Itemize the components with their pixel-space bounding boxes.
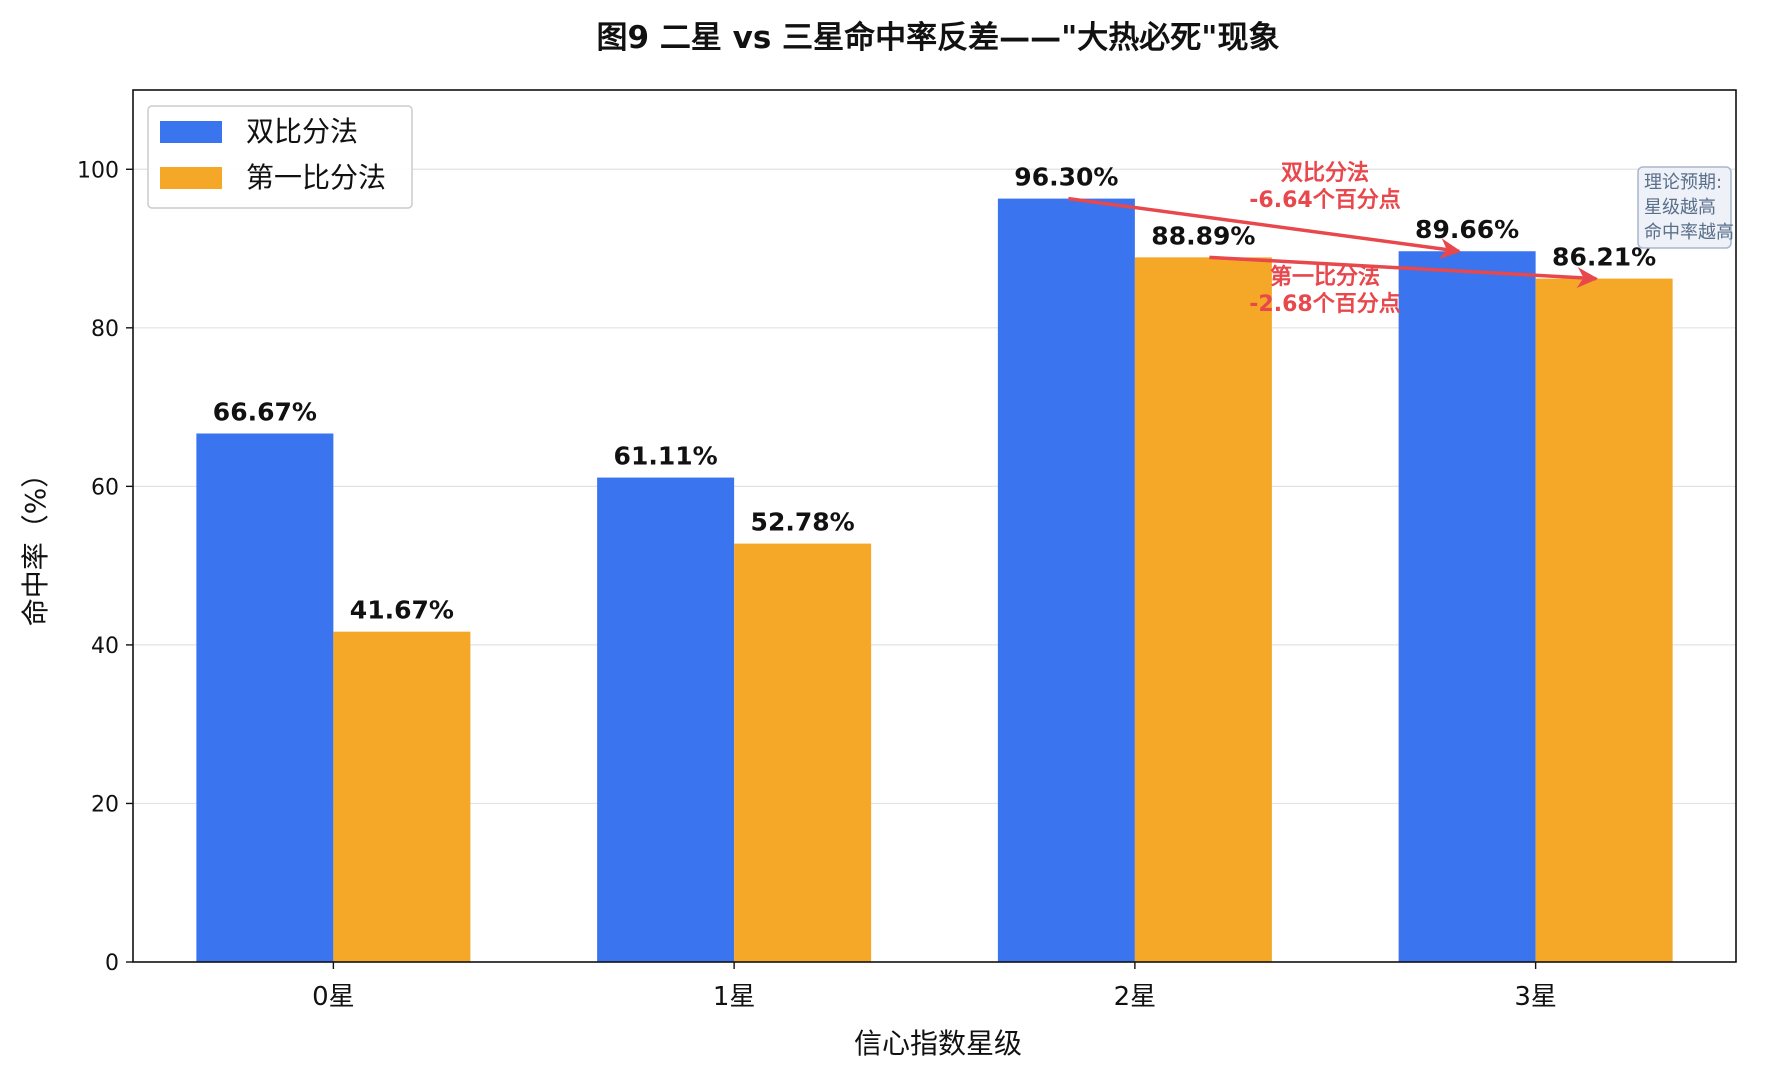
legend-label-first: 第一比分法 xyxy=(246,161,386,194)
bars xyxy=(196,198,1673,962)
note-box-frame xyxy=(1637,166,1732,249)
annotation-arrow xyxy=(1209,255,1599,289)
bar xyxy=(1134,257,1272,962)
x-tick-label: 1星 xyxy=(713,982,756,1012)
annotation-label: 第一比分法 xyxy=(1270,264,1380,290)
bar-data-label: 86.21% xyxy=(1552,243,1656,272)
bar-data-label: 89.66% xyxy=(1415,215,1519,244)
legend-label-double: 双比分法 xyxy=(246,115,358,148)
x-axis: 0星 1星 2星 3星 xyxy=(312,962,1557,1012)
x-tick-label: 2星 xyxy=(1114,982,1157,1012)
annotation-delta: -6.64个百分点 xyxy=(1249,187,1400,213)
x-tick-label: 3星 xyxy=(1514,982,1557,1012)
bar xyxy=(1535,278,1673,962)
annotation-delta: -2.68个百分点 xyxy=(1249,291,1400,317)
note-box: 理论预期: 星级越高 命中率越高 xyxy=(1637,166,1734,249)
bar-data-label: 88.89% xyxy=(1151,221,1255,250)
y-tick-label: 80 xyxy=(91,317,119,342)
plot-frame xyxy=(132,89,1737,963)
note-line-3: 命中率越高 xyxy=(1644,222,1734,243)
x-axis-label: 信心指数星级 xyxy=(854,1027,1022,1060)
bar-data-label: 96.30% xyxy=(1014,163,1118,192)
y-tick-label: 20 xyxy=(91,792,119,817)
note-line-1: 理论预期: xyxy=(1644,172,1722,193)
bar xyxy=(196,433,334,962)
x-tick-label: 0星 xyxy=(312,982,355,1012)
y-axis: 0 20 40 60 80 100 xyxy=(77,158,133,976)
bar-data-label: 61.11% xyxy=(614,442,718,471)
y-axis-label: 命中率（%） xyxy=(19,460,52,627)
y-tick-label: 100 xyxy=(77,158,119,183)
bar xyxy=(333,631,471,962)
note-line-2: 星级越高 xyxy=(1644,197,1716,218)
legend-swatch-double xyxy=(160,121,222,143)
legend-swatch-first xyxy=(160,167,222,189)
chart-title: 图9 二星 vs 三星命中率反差——"大热必死"现象 xyxy=(597,20,1280,56)
bar-data-label: 52.78% xyxy=(751,508,855,537)
bar xyxy=(597,477,735,962)
bar-data-label: 41.67% xyxy=(350,596,454,625)
annotation-label: 双比分法 xyxy=(1281,161,1369,186)
y-tick-label: 60 xyxy=(91,475,119,500)
bar xyxy=(1398,251,1536,962)
y-tick-label: 40 xyxy=(91,634,119,659)
bar-data-label: 66.67% xyxy=(213,397,317,426)
bar xyxy=(734,543,872,962)
legend: 双比分法 第一比分法 xyxy=(147,105,413,209)
bar xyxy=(997,198,1135,962)
y-tick-label: 0 xyxy=(105,951,119,976)
data-labels: 66.67% 61.11% 96.30% 89.66% 41.67% 52.78% 88.8… xyxy=(213,163,1656,625)
annotation-arrow xyxy=(1068,196,1462,260)
